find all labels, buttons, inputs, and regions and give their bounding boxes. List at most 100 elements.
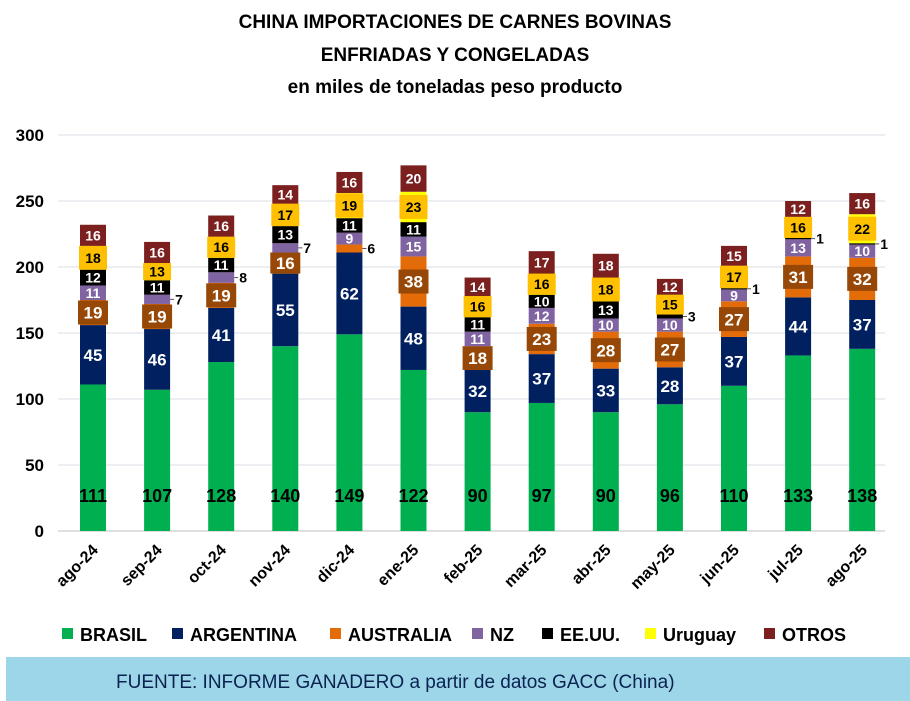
x-tick-label: oct-24 (185, 542, 230, 587)
data-label: 13 (278, 227, 294, 243)
data-label: 13 (790, 240, 806, 256)
legend-swatch (542, 628, 553, 639)
data-label: 3 (688, 309, 696, 325)
bar-segment-otros (272, 185, 299, 204)
data-label-box (270, 252, 301, 274)
bar-segment-nz (592, 318, 619, 332)
bar-segment-nz (336, 232, 363, 245)
y-tick-label: 150 (16, 324, 44, 343)
bar-segment-brasil (785, 355, 812, 531)
data-label: 13 (598, 302, 614, 318)
data-label: 37 (853, 316, 872, 335)
data-label: 11 (406, 221, 421, 237)
chart-title-line1: CHINA IMPORTACIONES DE CARNES BOVINAS (238, 12, 672, 33)
data-label: 1 (752, 281, 760, 297)
data-label: 18 (85, 250, 101, 266)
data-label-box (591, 277, 620, 302)
bar-segment-argentina (144, 329, 171, 390)
x-tick-label: mar-25 (501, 542, 550, 591)
bar-segment-eeuu (272, 226, 299, 244)
data-label-box (590, 338, 621, 363)
x-tick-label: abr-25 (569, 542, 615, 588)
bar-segment-eeuu (528, 294, 555, 308)
source-text: FUENTE: INFORME GANADERO a partir de dat… (116, 672, 675, 693)
bar-segment-argentina (208, 307, 235, 363)
data-label: 48 (404, 329, 423, 348)
data-label: 96 (660, 486, 680, 506)
data-label: 11 (470, 316, 485, 332)
data-label: 11 (86, 285, 101, 301)
data-label: 11 (150, 280, 165, 296)
bar-segment-brasil (144, 389, 171, 531)
legend-swatch (472, 628, 483, 639)
data-label: 1 (816, 231, 824, 247)
chart-title-line2: ENFRIADAS Y CONGELADAS (320, 45, 590, 66)
data-label: 16 (342, 175, 358, 191)
data-label: 16 (276, 254, 295, 273)
bar-segment-argentina (464, 369, 491, 413)
data-label: 32 (468, 382, 487, 401)
bar-segment-argentina (80, 325, 106, 385)
data-label: 122 (398, 486, 428, 506)
data-label: 9 (346, 231, 354, 247)
data-label: 10 (854, 243, 870, 259)
data-label: 140 (270, 486, 300, 506)
data-label-box (79, 245, 107, 270)
data-label: 97 (532, 486, 552, 506)
legend-label: ARGENTINA (190, 625, 297, 645)
data-label-box (848, 216, 877, 241)
bar-segment-australia (336, 244, 363, 253)
data-label: 16 (85, 227, 101, 243)
data-label: 16 (790, 219, 806, 235)
data-label: 11 (342, 217, 357, 233)
bar-segment-brasil (272, 346, 299, 531)
bar-segment-nz (80, 285, 106, 300)
bar-segment-nz (785, 239, 812, 257)
bar-segment-otros (785, 201, 812, 217)
data-label: 14 (470, 279, 486, 295)
bar-segment-otros (528, 251, 555, 274)
data-label-box (463, 296, 492, 318)
x-tick-label: may-25 (628, 542, 679, 593)
data-label: 32 (853, 270, 872, 289)
data-label: 18 (598, 281, 614, 297)
data-label: 149 (334, 486, 364, 506)
bar-segment-nz (721, 289, 747, 302)
data-label: 17 (534, 254, 550, 270)
data-label: 16 (470, 299, 486, 315)
data-label: 13 (149, 264, 165, 280)
bar-segment-otros (336, 171, 363, 194)
bar-segment-otros (721, 245, 747, 266)
bar-segment-brasil (80, 384, 106, 531)
data-label: 11 (214, 257, 229, 273)
data-label: 1 (880, 236, 888, 252)
data-label: 23 (532, 330, 551, 349)
bar-segment-otros (656, 278, 683, 295)
bar-segment-brasil (464, 412, 491, 531)
bar-segment-nz (528, 307, 555, 324)
bar-segment-otros (592, 253, 619, 278)
bar-segment-brasil (208, 362, 235, 531)
bar-segment-brasil (656, 404, 683, 531)
data-label-box (271, 203, 300, 227)
bar-segment-nz (656, 318, 683, 332)
bar-segment-brasil (400, 369, 427, 531)
data-label: 55 (276, 301, 295, 320)
bar-segment-argentina (592, 368, 619, 413)
data-label: 17 (726, 269, 742, 285)
bar-segment-nz (849, 244, 876, 258)
y-tick-label: 50 (25, 456, 44, 475)
data-label: 15 (726, 248, 742, 264)
data-label: 16 (213, 239, 229, 255)
bar-segment-otros (849, 193, 876, 215)
bar-segment-nz (144, 294, 171, 304)
legend-label: NZ (490, 625, 514, 645)
legend-label: Uruguay (663, 625, 736, 645)
x-tick-label: dic-24 (314, 542, 359, 587)
data-label-box (784, 216, 813, 238)
y-tick-label: 250 (16, 192, 44, 211)
bar-segment-eeuu (80, 269, 106, 286)
data-label: 17 (278, 207, 294, 223)
legend-swatch (62, 628, 73, 639)
